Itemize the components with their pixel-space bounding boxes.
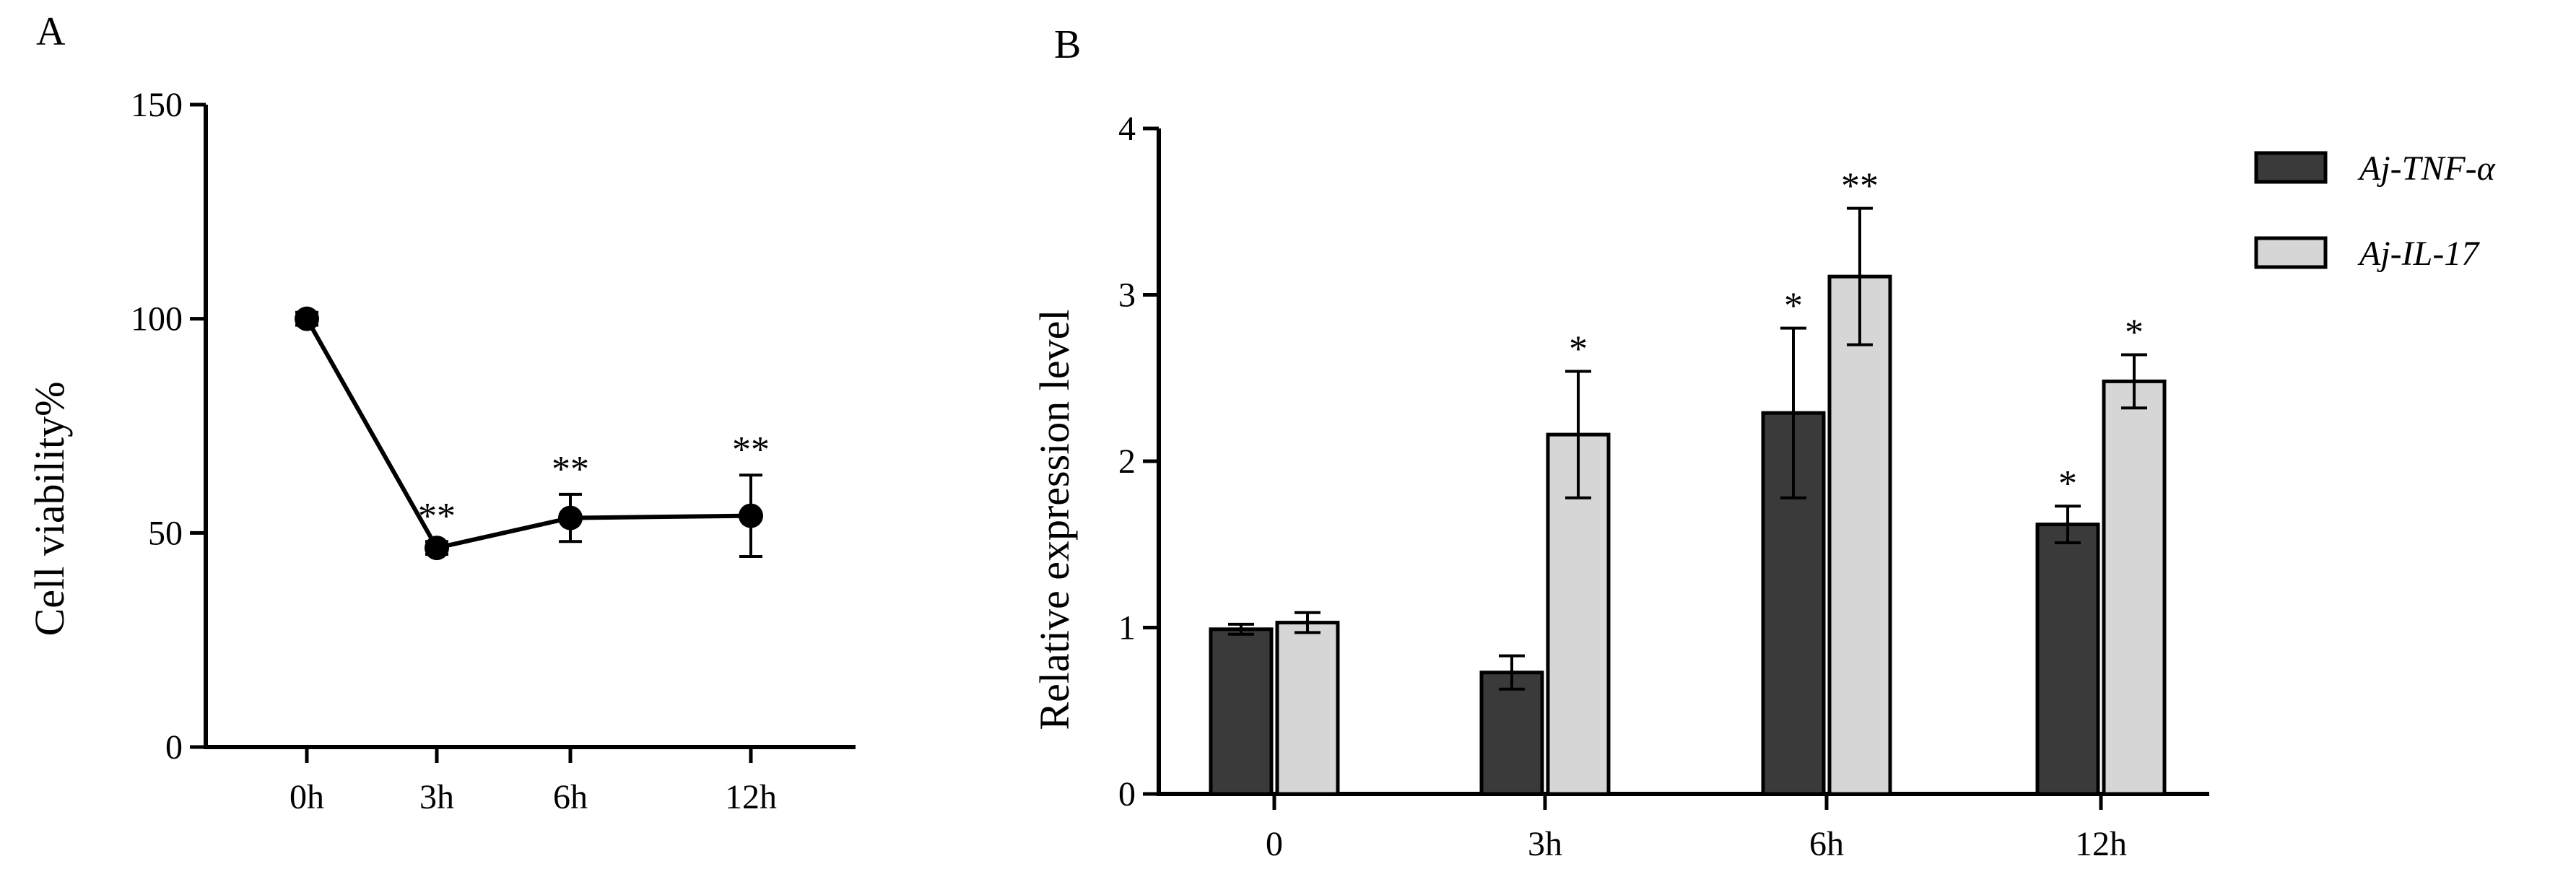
panel-a-y-axis-label: Cell viability% (26, 382, 73, 637)
panel-a-y-tick-label: 50 (148, 514, 183, 552)
panel-b-significance-label: * (2125, 312, 2144, 353)
panel-b-bar (1479, 671, 1544, 796)
panel-b-bar (1275, 621, 1340, 796)
panel-b-significance-label: * (2058, 463, 2077, 505)
panel-a-series-line (305, 318, 752, 551)
panel-b-bar (2035, 523, 2100, 796)
panel-b-x-tick-label: 12h (2075, 825, 2127, 863)
panel-a-x-tick-label: 3h (419, 778, 454, 816)
panel-b-x-tick-label: 0 (1266, 825, 1283, 863)
panel-a-data-point (295, 306, 319, 331)
panel-b-y-axis-label: Relative expression level (1031, 309, 1078, 730)
panel-a-significance-label: ** (552, 449, 589, 490)
legend-swatch (2254, 151, 2328, 184)
panel-b-significance-label: ** (1841, 166, 1879, 207)
panel-b-y-tick-label: 4 (1118, 110, 1136, 148)
panel-a-chart: 0 50 100 150 0h 3h 6h 12h ** ** ** (131, 86, 856, 816)
panel-a-x-tick-label: 6h (553, 778, 588, 816)
panel-a-data-point (425, 536, 449, 561)
panel-a-significance-label: ** (732, 429, 770, 471)
panel-a-x-tick-label: 12h (725, 778, 777, 816)
panel-b-x-tick-label: 6h (1809, 825, 1844, 863)
panel-b-y-tick-label: 0 (1118, 775, 1136, 813)
panel-b-bar (2102, 379, 2167, 796)
panel-a-data-point (739, 503, 763, 528)
panel-a-x-tick-label: 0h (290, 778, 324, 816)
panel-label-b: B (1054, 22, 1081, 67)
panel-b-bar (1209, 627, 1274, 796)
panel-a-significance-label: ** (418, 496, 456, 537)
panel-b-x-tick-label: 3h (1528, 825, 1562, 863)
panel-a-y-tick-label: 0 (165, 728, 183, 767)
panel-b-legend: Aj-TNF-α Aj-IL-17 (2254, 149, 2496, 273)
panel-b-bar (1827, 274, 1892, 796)
panel-b-y-tick-label: 2 (1118, 442, 1136, 481)
legend-label: Aj-IL-17 (2357, 235, 2480, 273)
panel-a-data-point (558, 505, 583, 530)
legend-label: Aj-TNF-α (2357, 149, 2496, 188)
panel-a-y-tick-label: 150 (131, 86, 183, 124)
panel-b-significance-label: * (1784, 286, 1803, 327)
legend-swatch (2254, 236, 2328, 269)
panel-b-significance-label: * (1569, 329, 1588, 370)
panel-b-y-tick-label: 1 (1118, 609, 1136, 647)
panel-label-a: A (36, 9, 66, 54)
panel-a-y-tick-label: 100 (131, 300, 183, 339)
panel-b-y-tick-label: 3 (1118, 276, 1136, 315)
